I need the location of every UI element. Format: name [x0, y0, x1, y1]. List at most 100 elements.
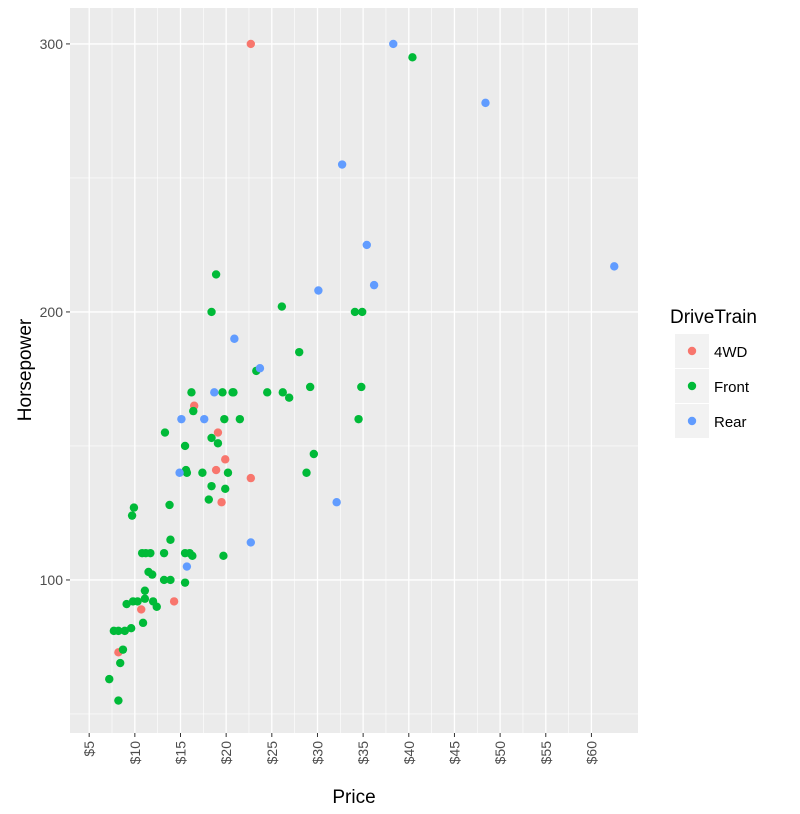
- point-front: [302, 468, 311, 477]
- point-front: [152, 602, 161, 611]
- y-tick-label: 200: [40, 304, 64, 320]
- y-axis-label: Horsepower: [15, 318, 36, 421]
- point-front: [207, 433, 216, 443]
- point-front: [160, 428, 170, 437]
- point-rear: [182, 562, 192, 571]
- x-tick-label: $15: [172, 741, 188, 765]
- point-front: [198, 468, 207, 477]
- x-tick-label: $40: [401, 741, 417, 765]
- point-front: [295, 347, 304, 357]
- point-front: [166, 535, 175, 544]
- x-tick-label: $60: [583, 741, 599, 765]
- legend: DriveTrain 4WD Front Rear: [670, 307, 757, 438]
- point-rear: [389, 39, 398, 49]
- point-front: [126, 624, 136, 633]
- x-tick-label: $35: [355, 741, 371, 765]
- point-front: [114, 696, 123, 705]
- point-front: [220, 414, 229, 424]
- point-4wd: [211, 465, 221, 475]
- point-front: [147, 570, 157, 579]
- point-front: [129, 503, 139, 512]
- legend-key-4wd-marker: [687, 346, 697, 356]
- legend-label-front: Front: [714, 379, 750, 396]
- point-front: [118, 645, 128, 654]
- x-tick-label: $30: [309, 741, 325, 765]
- point-front: [122, 599, 131, 609]
- x-tick-label: $5: [81, 741, 97, 757]
- legend-label-rear: Rear: [714, 414, 747, 431]
- x-tick-label: $25: [264, 741, 280, 765]
- x-axis-ticks: $5 $10 $15 $20 $25 $30 $35 $40 $45 $50 $55 $60: [81, 733, 599, 764]
- legend-key-rear-marker: [687, 416, 697, 426]
- point-front: [133, 597, 142, 606]
- point-rear: [369, 280, 379, 290]
- point-rear: [177, 414, 186, 424]
- data-points: [105, 39, 619, 705]
- point-front: [105, 674, 114, 684]
- point-front: [221, 484, 230, 494]
- point-front: [223, 468, 233, 477]
- point-front: [350, 307, 360, 317]
- point-front: [284, 393, 294, 402]
- point-rear: [481, 98, 490, 108]
- y-tick-label: 300: [40, 36, 64, 52]
- point-front: [354, 414, 363, 424]
- point-4wd: [213, 428, 223, 437]
- y-axis-ticks: 100 200 300: [40, 36, 70, 588]
- point-front: [187, 388, 196, 397]
- point-rear: [200, 414, 209, 424]
- point-4wd: [246, 473, 256, 483]
- point-front: [189, 406, 198, 416]
- point-front: [182, 468, 192, 477]
- point-front: [120, 626, 129, 636]
- y-tick-label: 100: [40, 572, 64, 588]
- x-axis-label: Price: [332, 787, 375, 808]
- point-rear: [314, 286, 323, 295]
- point-front: [114, 626, 123, 636]
- point-rear: [255, 364, 265, 373]
- point-4wd: [137, 605, 146, 614]
- point-front: [180, 578, 190, 587]
- point-front: [218, 388, 227, 397]
- point-rear: [230, 334, 239, 343]
- point-front: [165, 500, 174, 510]
- point-rear: [337, 160, 347, 169]
- point-front: [229, 388, 238, 397]
- point-rear: [175, 468, 184, 477]
- point-front: [140, 586, 150, 595]
- legend-title: DriveTrain: [670, 307, 757, 328]
- point-front: [278, 388, 287, 397]
- x-tick-label: $50: [492, 741, 508, 765]
- x-tick-label: $55: [538, 741, 554, 765]
- point-front: [263, 388, 272, 397]
- point-front: [127, 511, 137, 520]
- grid-minor: [70, 8, 638, 733]
- point-front: [358, 307, 367, 317]
- point-rear: [610, 262, 619, 271]
- point-front: [235, 414, 245, 424]
- point-front: [204, 495, 214, 504]
- point-front: [357, 382, 366, 392]
- point-front: [116, 658, 125, 668]
- point-front: [408, 53, 417, 62]
- point-4wd: [221, 455, 230, 464]
- point-rear: [210, 388, 219, 397]
- point-front: [159, 575, 169, 585]
- point-rear: [362, 240, 371, 250]
- point-front: [207, 481, 216, 491]
- point-front: [188, 551, 197, 561]
- point-front: [207, 307, 216, 317]
- point-front: [180, 441, 190, 451]
- point-front: [146, 548, 155, 558]
- plot-panel: [70, 8, 638, 733]
- point-front: [277, 302, 287, 311]
- point-front: [305, 382, 315, 392]
- point-rear: [246, 538, 256, 547]
- point-4wd: [169, 597, 179, 606]
- point-front: [140, 594, 150, 603]
- point-front: [166, 575, 175, 585]
- point-front: [211, 270, 221, 279]
- point-front: [219, 551, 228, 561]
- legend-key-front-marker: [687, 381, 697, 391]
